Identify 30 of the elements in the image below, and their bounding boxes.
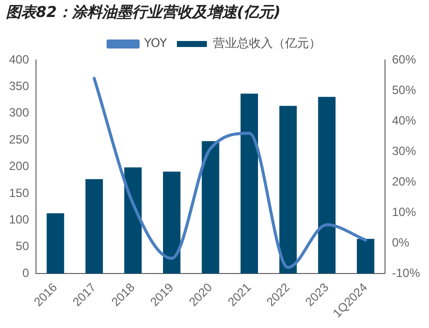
y-tick-label: 100 bbox=[8, 212, 30, 227]
legend-label: 营业总收入（亿元） bbox=[212, 36, 321, 50]
bar bbox=[163, 172, 180, 274]
y2-tick-label: 40% bbox=[392, 113, 416, 128]
y2-tick-label: 20% bbox=[392, 174, 416, 188]
line-series bbox=[92, 76, 368, 270]
legend-label: YOY bbox=[143, 36, 168, 50]
bar bbox=[46, 213, 64, 274]
y2-tick-label: 60% bbox=[392, 52, 416, 66]
y2-tick-label: 50% bbox=[392, 82, 416, 97]
y-tick-label: 50 bbox=[16, 239, 30, 254]
y-tick-label: 150 bbox=[8, 186, 30, 200]
bar bbox=[318, 96, 336, 274]
y-tick-label: 250 bbox=[8, 132, 30, 146]
y2-tick-label: -10% bbox=[392, 266, 420, 280]
bar bbox=[124, 167, 142, 274]
y-tick-label: 200 bbox=[8, 159, 30, 174]
chart-title: 图表82：涂料油墨行业营收及增速(亿元) bbox=[6, 2, 281, 21]
bar bbox=[279, 106, 297, 274]
y-tick-label: 400 bbox=[8, 52, 30, 66]
y-tick-label: 350 bbox=[8, 79, 30, 94]
bar bbox=[202, 141, 220, 274]
y2-tick-label: 10% bbox=[392, 204, 416, 219]
y-tick-label: 300 bbox=[8, 106, 30, 120]
y2-tick-label: 30% bbox=[392, 144, 416, 158]
y2-tick-label: 0% bbox=[392, 235, 410, 250]
bar bbox=[356, 238, 374, 274]
bar bbox=[240, 94, 258, 274]
y-tick-label: 0 bbox=[22, 266, 30, 280]
bar bbox=[85, 179, 103, 274]
